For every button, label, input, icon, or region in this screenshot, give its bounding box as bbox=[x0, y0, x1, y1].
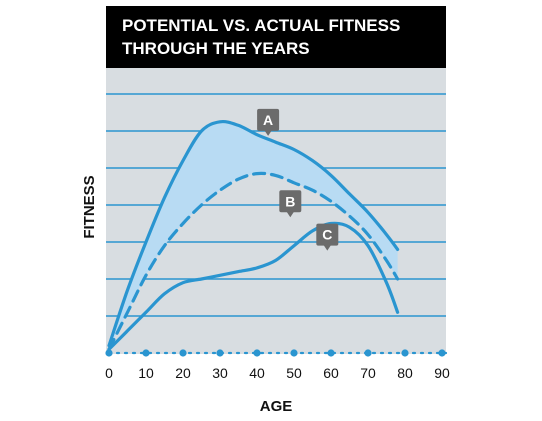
x-axis bbox=[105, 349, 448, 357]
chart-title-line-2: THROUGH THE YEARS bbox=[122, 39, 310, 58]
x-tick-label: 80 bbox=[397, 365, 413, 381]
marker-label: B bbox=[285, 193, 295, 209]
marker-pointer bbox=[323, 244, 332, 251]
x-tick-labels: 0 10 20 30 40 50 60 70 80 90 bbox=[105, 365, 450, 381]
x-tick-label: 50 bbox=[286, 365, 302, 381]
x-tick-label: 20 bbox=[175, 365, 191, 381]
x-tick-label: 40 bbox=[249, 365, 265, 381]
marker-box bbox=[316, 223, 339, 246]
area-between-a-and-b bbox=[109, 121, 398, 350]
marker-box bbox=[257, 108, 280, 131]
x-tick-label: 70 bbox=[360, 365, 376, 381]
marker-label: A bbox=[263, 112, 273, 128]
y-axis-label: FITNESS bbox=[81, 175, 98, 238]
x-tick-dot bbox=[253, 349, 261, 357]
x-tick-label: 10 bbox=[138, 365, 154, 381]
series-line-b bbox=[107, 171, 400, 351]
chart-title-line-1: POTENTIAL VS. ACTUAL FITNESS bbox=[122, 16, 400, 35]
marker-box bbox=[279, 190, 302, 213]
x-tick-dot bbox=[401, 349, 409, 357]
x-tick-dot bbox=[364, 349, 372, 357]
x-tick-dot bbox=[327, 349, 335, 357]
marker-label: C bbox=[322, 227, 332, 243]
x-tick-dot bbox=[105, 349, 113, 357]
x-tick-dot bbox=[216, 349, 224, 357]
title-box bbox=[106, 6, 446, 68]
series-markers: A B C bbox=[257, 108, 339, 251]
x-axis-label: AGE bbox=[260, 398, 293, 415]
series-marker-b: B bbox=[279, 190, 302, 218]
x-tick-label: 30 bbox=[212, 365, 228, 381]
x-tick-label: 60 bbox=[323, 365, 339, 381]
x-tick-dot bbox=[438, 349, 446, 357]
marker-pointer bbox=[286, 211, 295, 218]
series-lines bbox=[107, 119, 400, 351]
x-tick-label: 90 bbox=[434, 365, 450, 381]
x-tick-dot bbox=[179, 349, 187, 357]
x-tick-label: 0 bbox=[105, 365, 113, 381]
series-marker-c: C bbox=[316, 223, 339, 251]
series-marker-a: A bbox=[257, 108, 280, 136]
x-tick-dot bbox=[290, 349, 298, 357]
series-line-c bbox=[107, 221, 400, 351]
x-tick-dot bbox=[142, 349, 150, 357]
series-line-a bbox=[107, 119, 400, 348]
marker-pointer bbox=[264, 129, 273, 136]
